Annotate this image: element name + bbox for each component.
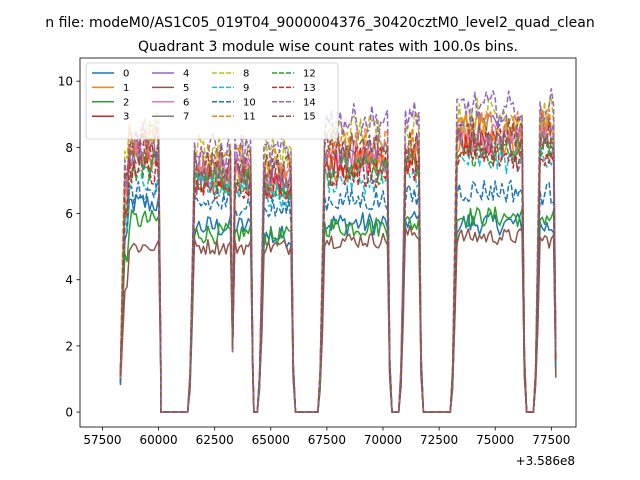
x-tick-label: 75000 bbox=[476, 433, 514, 447]
figure-suptitle: n file: modeM0/AS1C05_019T04_9000004376_… bbox=[45, 15, 594, 31]
y-axis: 0 2 4 6 8 10 bbox=[58, 75, 80, 420]
series-line-2 bbox=[119, 206, 557, 413]
chart-title: Quadrant 3 module wise count rates with … bbox=[138, 39, 518, 55]
x-tick-label: 57500 bbox=[83, 433, 121, 447]
series-line-15 bbox=[119, 117, 557, 413]
series-line-8 bbox=[119, 96, 557, 413]
series-line-7 bbox=[119, 131, 557, 413]
legend-label-0: 0 bbox=[123, 69, 129, 80]
plot-area bbox=[119, 87, 557, 413]
x-axis: 57500 60000 62500 65000 67500 70000 72500 75000… bbox=[83, 427, 570, 447]
legend-box bbox=[85, 62, 339, 140]
legend-label-10: 10 bbox=[243, 97, 256, 108]
legend-label-9: 9 bbox=[243, 83, 249, 94]
series-line-12 bbox=[119, 137, 557, 413]
series-line-13 bbox=[119, 145, 557, 413]
legend-label-4: 4 bbox=[183, 69, 189, 80]
series-line-14 bbox=[119, 87, 557, 413]
legend-label-7: 7 bbox=[183, 112, 189, 123]
legend-label-14: 14 bbox=[303, 97, 316, 108]
y-tick-label: 8 bbox=[65, 141, 73, 155]
y-tick-label: 6 bbox=[65, 207, 73, 221]
legend-label-12: 12 bbox=[303, 69, 316, 80]
legend-label-13: 13 bbox=[303, 83, 316, 94]
legend-label-3: 3 bbox=[123, 112, 129, 123]
legend-label-8: 8 bbox=[243, 69, 249, 80]
legend-label-6: 6 bbox=[183, 97, 189, 108]
x-offset-label: +3.586e8 bbox=[516, 454, 575, 468]
y-tick-label: 4 bbox=[65, 273, 73, 287]
series-line-5 bbox=[119, 225, 557, 413]
x-tick-label: 60000 bbox=[139, 433, 177, 447]
series-line-9 bbox=[119, 146, 557, 413]
y-tick-label: 2 bbox=[65, 339, 73, 353]
legend-label-15: 15 bbox=[303, 112, 316, 123]
legend-label-1: 1 bbox=[123, 83, 129, 94]
x-tick-label: 67500 bbox=[308, 433, 346, 447]
series-line-11 bbox=[119, 108, 557, 413]
x-tick-label: 62500 bbox=[196, 433, 234, 447]
x-tick-label: 65000 bbox=[252, 433, 290, 447]
legend-label-5: 5 bbox=[183, 83, 189, 94]
x-tick-label: 77500 bbox=[532, 433, 570, 447]
x-tick-label: 70000 bbox=[364, 433, 402, 447]
y-tick-label: 10 bbox=[58, 75, 73, 89]
legend-label-2: 2 bbox=[123, 97, 129, 108]
x-tick-label: 72500 bbox=[420, 433, 458, 447]
y-tick-label: 0 bbox=[65, 406, 73, 420]
legend-label-11: 11 bbox=[243, 112, 256, 123]
axes-frame bbox=[79, 57, 577, 428]
